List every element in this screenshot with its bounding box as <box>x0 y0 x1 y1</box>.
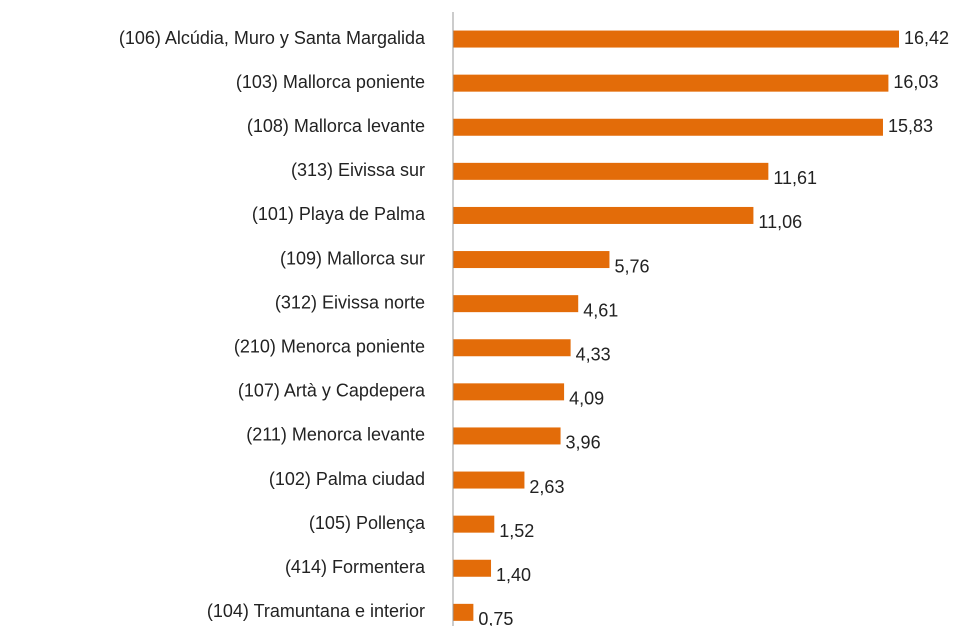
value-label: 4,61 <box>583 300 618 320</box>
bar <box>453 427 561 445</box>
y-tick-label: (105) Pollença <box>309 513 426 533</box>
bar <box>453 251 610 269</box>
value-label: 11,61 <box>773 168 817 188</box>
y-tick-label: (102) Palma ciudad <box>269 469 425 489</box>
y-tick-label: (103) Mallorca poniente <box>236 72 425 92</box>
y-tick-label: (211) Menorca levante <box>246 425 425 445</box>
value-label: 11,06 <box>758 212 802 232</box>
value-label: 1,52 <box>499 521 534 541</box>
bar <box>453 515 495 533</box>
bar <box>453 206 754 224</box>
value-label: 0,75 <box>478 609 513 626</box>
bar <box>453 30 899 48</box>
bar <box>453 339 571 357</box>
value-label: 16,03 <box>893 72 938 92</box>
bar <box>453 559 492 577</box>
y-tick-label: (106) Alcúdia, Muro y Santa Margalida <box>119 28 426 48</box>
y-tick-label: (104) Tramuntana e interior <box>207 601 425 621</box>
y-tick-label: (107) Artà y Capdepera <box>238 381 426 401</box>
value-label: 15,83 <box>888 116 933 136</box>
y-tick-label: (312) Eivissa norte <box>275 292 425 312</box>
bar <box>453 603 474 621</box>
bar <box>453 295 579 313</box>
y-tick-label: (101) Playa de Palma <box>252 204 426 224</box>
y-tick-label: (313) Eivissa sur <box>291 160 425 180</box>
value-label: 1,40 <box>496 565 531 585</box>
value-label: 4,33 <box>576 345 611 365</box>
y-tick-label: (109) Mallorca sur <box>280 248 425 268</box>
bar <box>453 383 565 401</box>
y-tick-label: (108) Mallorca levante <box>247 116 425 136</box>
value-label: 5,76 <box>614 256 649 276</box>
bar <box>453 74 889 92</box>
value-label: 16,42 <box>904 28 949 48</box>
value-label: 2,63 <box>529 477 564 497</box>
bar <box>453 118 883 136</box>
y-tick-label: (210) Menorca poniente <box>234 337 425 357</box>
bar <box>453 162 769 180</box>
value-label: 4,09 <box>569 389 604 409</box>
bar <box>453 471 525 489</box>
y-tick-label: (414) Formentera <box>285 557 426 577</box>
value-label: 3,96 <box>566 433 601 453</box>
